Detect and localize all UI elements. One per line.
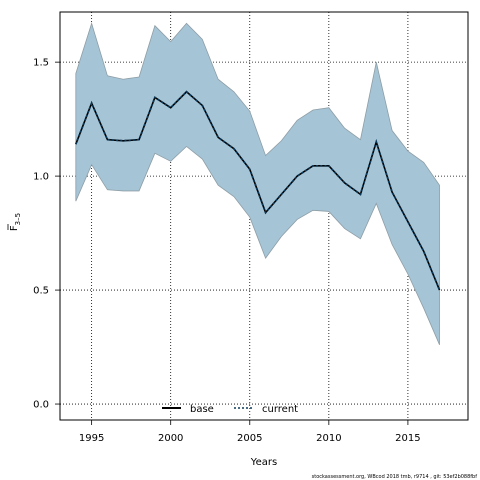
- y-axis-title: F3–5: [7, 213, 22, 231]
- x-axis: 1995 2000 2005 2010 2015: [79, 420, 421, 444]
- y-tick-label-1.5: 1.5: [33, 58, 49, 69]
- y-tick-label-0: 0.0: [33, 400, 49, 411]
- x-tick-label-2005: 2005: [237, 433, 262, 444]
- legend: base current: [162, 404, 298, 415]
- footer-note: stockassessment.org, WBcod 2018 tmb, r97…: [312, 474, 478, 480]
- x-tick-label-2010: 2010: [316, 433, 341, 444]
- plot-frame: [59, 11, 469, 421]
- x-axis-title: Years: [250, 457, 277, 468]
- series-line-current: [74, 90, 441, 291]
- x-tick-label-2015: 2015: [395, 433, 420, 444]
- y-tick-label-1: 1.0: [33, 172, 49, 183]
- legend-label-base: base: [190, 404, 214, 415]
- y-tick-label-0.5: 0.5: [33, 286, 49, 297]
- confidence-band: [75, 22, 440, 345]
- confidence-band-area: [75, 22, 440, 345]
- legend-label-current: current: [262, 404, 298, 415]
- x-tick-label-1995: 1995: [79, 433, 104, 444]
- y-axis: 0.0 0.5 1.0 1.5: [33, 58, 60, 411]
- x-tick-label-2000: 2000: [158, 433, 183, 444]
- y-axis-title-main: F3–5: [9, 213, 22, 231]
- series-lines: [74, 90, 441, 291]
